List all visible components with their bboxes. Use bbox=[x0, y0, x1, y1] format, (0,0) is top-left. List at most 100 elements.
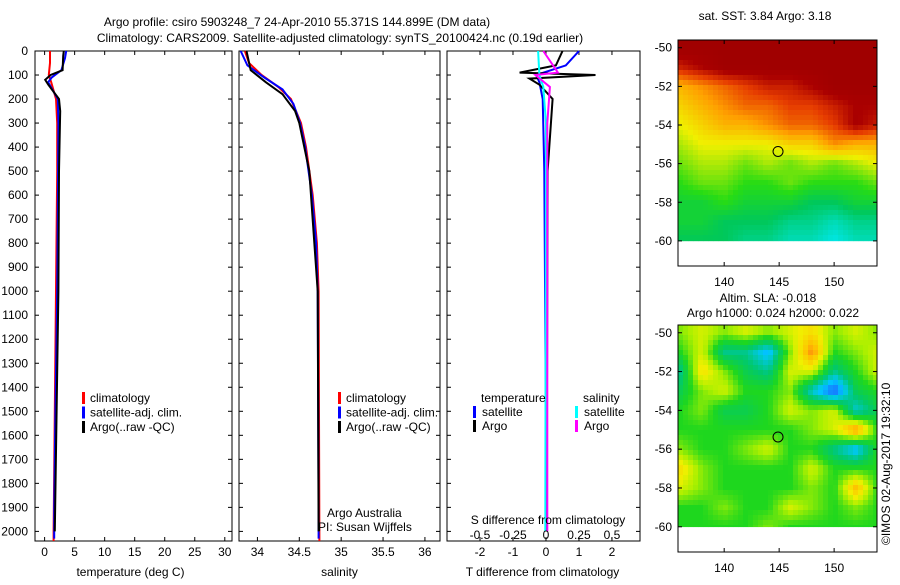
heatmap-cell bbox=[868, 205, 874, 211]
heatmap-cell bbox=[803, 185, 809, 191]
heatmap-cell bbox=[708, 350, 714, 356]
heatmap-cell bbox=[723, 445, 729, 451]
heatmap-cell bbox=[783, 115, 789, 121]
legend-label: climatology bbox=[346, 391, 406, 405]
heatmap-cell bbox=[833, 430, 839, 436]
heatmap-cell bbox=[783, 200, 789, 206]
panel-differences: -2 -1 0 1 2T difference from climatologytemp… bbox=[446, 50, 641, 579]
heatmap-cell bbox=[758, 490, 764, 496]
heatmap-cell bbox=[868, 460, 874, 466]
heatmap-cell bbox=[783, 110, 789, 116]
heatmap-cell bbox=[748, 440, 754, 446]
heatmap-cell bbox=[698, 185, 704, 191]
heatmap-cell bbox=[868, 45, 874, 51]
heatmap-cell bbox=[873, 55, 878, 61]
heatmap-cell bbox=[853, 185, 859, 191]
heatmap-cell bbox=[813, 330, 819, 336]
heatmap-cell bbox=[853, 150, 859, 156]
heatmap-cell bbox=[708, 175, 714, 181]
heatmap-cell bbox=[848, 95, 854, 101]
heatmap-cell bbox=[808, 350, 814, 356]
heatmap-cell bbox=[738, 180, 744, 186]
heatmap-cell bbox=[778, 140, 784, 146]
heatmap-cell bbox=[703, 415, 709, 421]
heatmap-cell bbox=[683, 510, 689, 516]
heatmap-cell bbox=[808, 395, 814, 401]
heatmap-cell bbox=[703, 205, 709, 211]
heatmap-cell bbox=[833, 135, 839, 141]
heatmap-cell bbox=[873, 490, 878, 496]
heatmap-cell bbox=[718, 435, 724, 441]
heatmap-cell bbox=[833, 380, 839, 386]
heatmap-cell bbox=[718, 490, 724, 496]
heatmap-cell bbox=[823, 520, 829, 526]
heatmap-cell bbox=[853, 380, 859, 386]
heatmap-cell bbox=[848, 500, 854, 506]
heatmap-cell bbox=[748, 220, 754, 226]
heatmap-cell bbox=[848, 230, 854, 236]
heatmap-cell bbox=[868, 125, 874, 131]
heatmap-cell bbox=[853, 80, 859, 86]
heatmap-cell bbox=[768, 350, 774, 356]
heatmap-cell bbox=[678, 220, 684, 226]
heatmap-cell bbox=[833, 460, 839, 466]
heatmap-cell bbox=[798, 115, 804, 121]
heatmap-cell bbox=[808, 110, 814, 116]
heatmap-cell bbox=[708, 120, 714, 126]
heatmap-cell bbox=[758, 390, 764, 396]
heatmap-cell bbox=[723, 395, 729, 401]
heatmap-cell bbox=[698, 170, 704, 176]
heatmap-cell bbox=[793, 325, 799, 331]
heatmap-cell bbox=[753, 115, 759, 121]
heatmap-cell bbox=[803, 50, 809, 56]
heatmap-cell bbox=[768, 370, 774, 376]
heatmap-cell bbox=[788, 45, 794, 51]
heatmap-cell bbox=[723, 205, 729, 211]
heatmap-cell bbox=[738, 105, 744, 111]
heatmap-cell bbox=[773, 95, 779, 101]
heatmap-cell bbox=[818, 475, 824, 481]
heatmap-cell bbox=[773, 140, 779, 146]
heatmap-cell bbox=[798, 230, 804, 236]
heatmap-cell bbox=[828, 470, 834, 476]
heatmap-cell bbox=[803, 505, 809, 511]
depth-tick-label: 900 bbox=[8, 260, 28, 274]
heatmap-cell bbox=[833, 150, 839, 156]
heatmap-cell bbox=[863, 175, 869, 181]
heatmap-cell bbox=[708, 375, 714, 381]
heatmap-cell bbox=[813, 480, 819, 486]
heatmap-cell bbox=[858, 220, 864, 226]
heatmap-cell bbox=[678, 525, 684, 528]
heatmap-cell bbox=[683, 430, 689, 436]
heatmap-cell bbox=[738, 350, 744, 356]
heatmap-cell bbox=[823, 500, 829, 506]
heatmap-cell bbox=[793, 385, 799, 391]
heatmap-cell bbox=[748, 170, 754, 176]
heatmap-cell bbox=[843, 70, 849, 76]
heatmap-cell bbox=[773, 40, 779, 46]
heatmap-cell bbox=[708, 415, 714, 421]
heatmap-cell bbox=[723, 340, 729, 346]
heatmap-cell bbox=[808, 200, 814, 206]
heatmap-cell bbox=[738, 205, 744, 211]
heatmap-cell bbox=[768, 240, 774, 242]
heatmap-cell bbox=[743, 85, 749, 91]
heatmap-cell bbox=[728, 430, 734, 436]
heatmap-cell bbox=[718, 215, 724, 221]
heatmap-cell bbox=[698, 190, 704, 196]
heatmap-cell bbox=[863, 465, 869, 471]
heatmap-cell bbox=[843, 360, 849, 366]
heatmap-cell bbox=[678, 105, 684, 111]
heatmap-cell bbox=[783, 230, 789, 236]
heatmap-cell bbox=[838, 185, 844, 191]
heatmap-cell bbox=[828, 490, 834, 496]
heatmap-cell bbox=[853, 335, 859, 341]
heatmap-cell bbox=[873, 145, 878, 151]
heatmap-cell bbox=[828, 425, 834, 431]
heatmap-cell bbox=[713, 330, 719, 336]
heatmap-cell bbox=[853, 505, 859, 511]
heatmap-cell bbox=[708, 80, 714, 86]
heatmap-cell bbox=[708, 220, 714, 226]
heatmap-cell bbox=[798, 40, 804, 46]
heatmap-cell bbox=[738, 150, 744, 156]
